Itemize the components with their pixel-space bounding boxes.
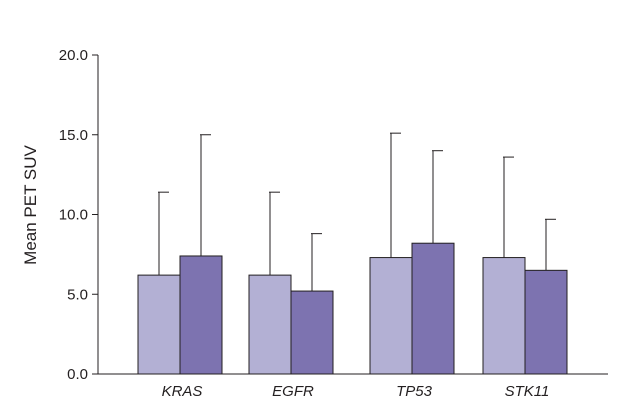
bar xyxy=(179,255,223,375)
bar xyxy=(290,290,334,375)
x-tick-label: EGFR xyxy=(272,383,314,400)
bar xyxy=(248,274,292,375)
x-tick-label: KRAS xyxy=(162,383,203,400)
y-tick-label: 10.0 xyxy=(59,207,88,224)
y-tick-label: 5.0 xyxy=(67,286,88,303)
bar xyxy=(411,242,455,375)
y-axis-title: Mean PET SUV xyxy=(21,145,40,265)
bar xyxy=(524,269,568,375)
y-tick-label: 20.0 xyxy=(59,47,88,64)
x-tick-label: TP53 xyxy=(396,383,433,400)
x-tick-label: STK11 xyxy=(505,383,550,400)
axes: 0.0 5.0 10.0 15.0 20.0 KRAS EGFR TP53 STK11 xyxy=(59,47,608,400)
bar xyxy=(482,257,526,375)
bar xyxy=(137,274,181,375)
error-bars xyxy=(158,132,556,292)
bars xyxy=(137,242,568,375)
bar xyxy=(369,257,413,375)
y-tick-label: 0.0 xyxy=(67,366,88,383)
y-tick-label: 15.0 xyxy=(59,127,88,144)
